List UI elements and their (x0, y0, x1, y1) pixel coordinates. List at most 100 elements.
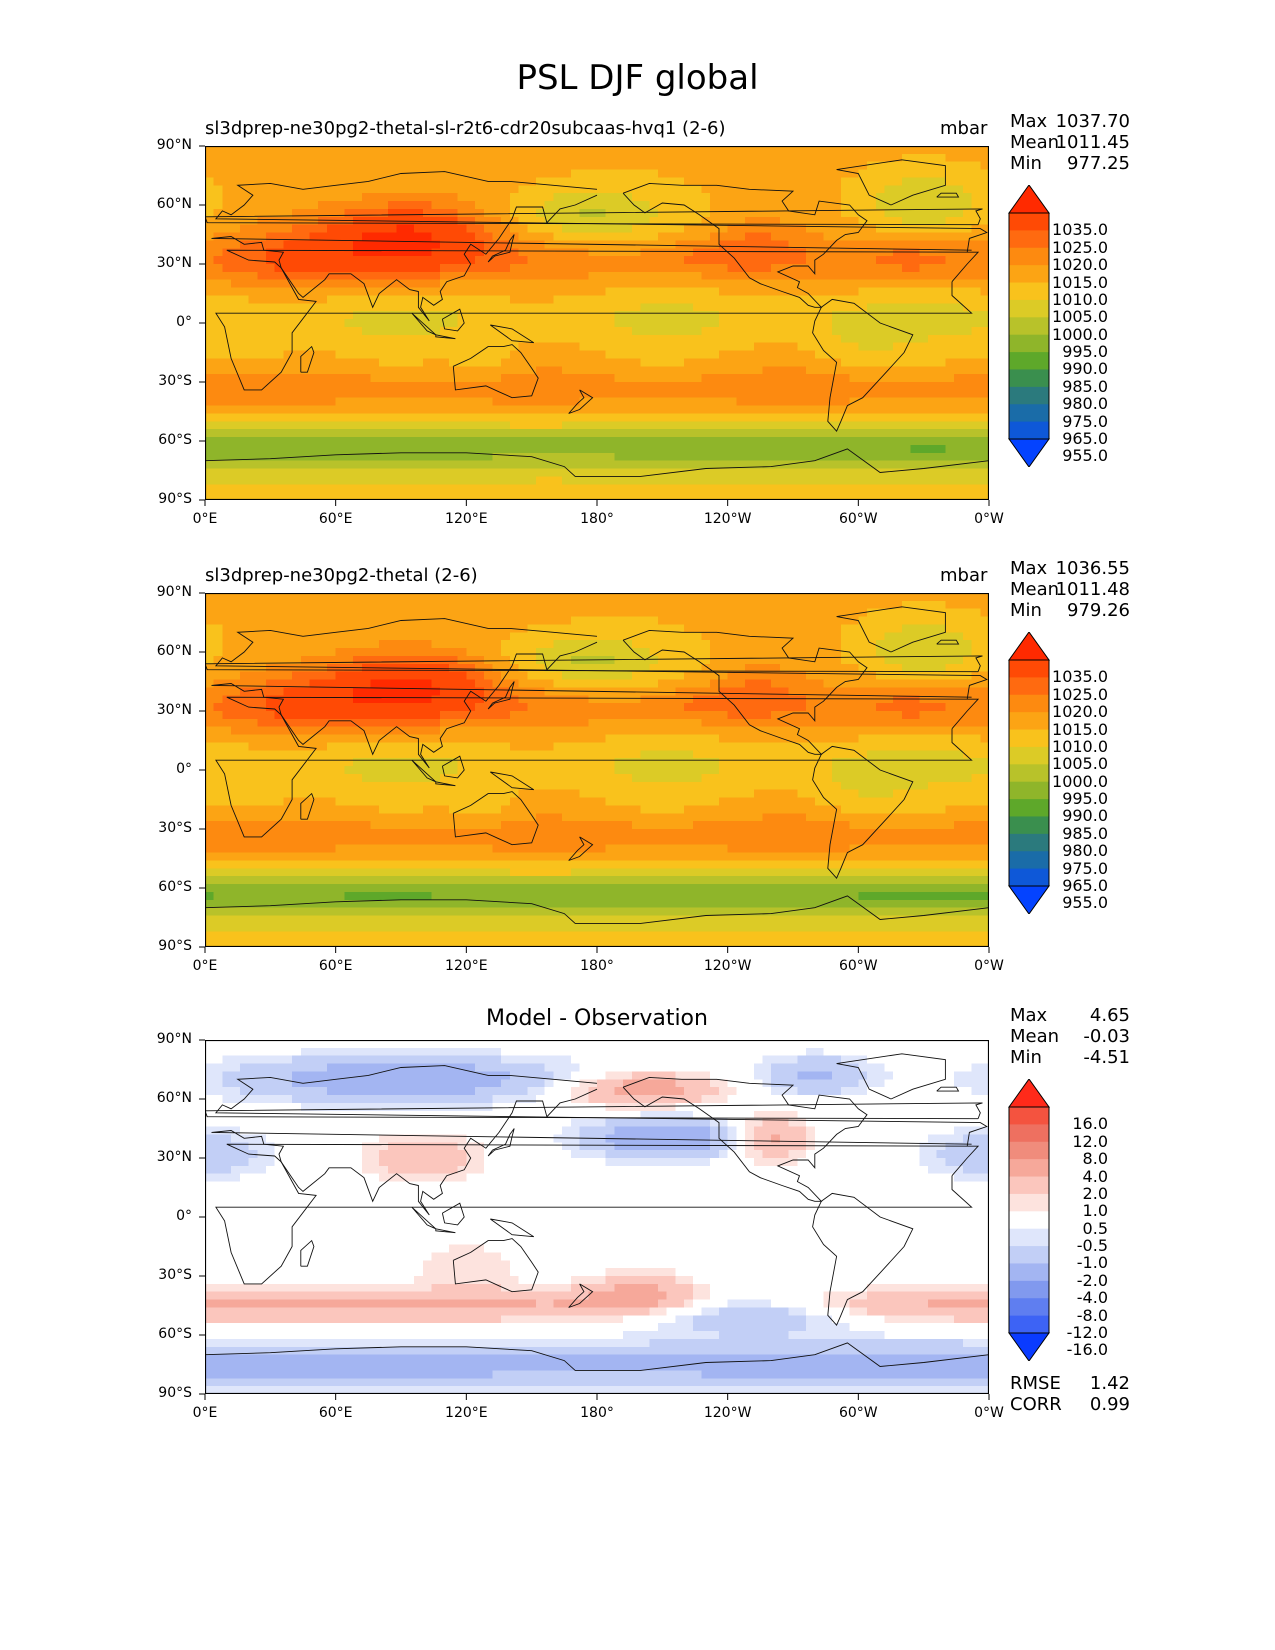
field-cell (640, 468, 650, 477)
field-cell (257, 311, 267, 320)
field-cell (901, 608, 912, 618)
field-cell (710, 279, 720, 289)
field-cell (405, 632, 415, 641)
field-cell (684, 492, 694, 500)
field-cell (509, 608, 520, 618)
field-cell (344, 429, 354, 438)
field-cell (213, 397, 224, 407)
field-cell (797, 169, 807, 179)
field-cell (483, 600, 494, 610)
field-cell (544, 295, 555, 304)
field-cell (570, 429, 581, 438)
field-cell (675, 405, 685, 415)
field-cell (649, 287, 659, 297)
field-cell (231, 303, 241, 312)
field-cell (849, 655, 859, 665)
field-cell (588, 492, 598, 500)
field-cell (509, 484, 520, 493)
field-cell (745, 342, 755, 352)
field-cell (422, 593, 433, 602)
field-cell (597, 492, 607, 500)
field-cell (518, 201, 528, 210)
field-cell (718, 295, 729, 304)
field-cell (806, 319, 816, 328)
field-cell (806, 311, 816, 320)
field-cell (684, 624, 694, 633)
field-cell (936, 177, 947, 186)
field-cell (475, 358, 485, 367)
field-cell (692, 397, 703, 407)
field-cell (657, 600, 668, 610)
field-cell (893, 279, 903, 289)
field-cell (370, 287, 380, 297)
field-cell (231, 342, 241, 352)
field-cell (387, 374, 398, 383)
field-cell (431, 374, 441, 383)
field-cell (936, 624, 947, 633)
field-cell (466, 616, 476, 626)
field-cell (579, 600, 589, 610)
field-cell (544, 663, 555, 673)
field-cell (901, 193, 912, 202)
field-cell (483, 405, 494, 415)
field-cell (466, 484, 476, 493)
field-cell (753, 271, 764, 281)
field-cell (945, 382, 955, 391)
field-cell (527, 616, 537, 626)
field-cell (823, 608, 833, 618)
field-cell (640, 405, 650, 415)
field-cell (936, 161, 947, 171)
field-cell (718, 389, 729, 399)
field-cell (457, 492, 467, 500)
field-cell (379, 295, 389, 304)
field-cell (858, 248, 868, 257)
field-cell (875, 437, 886, 446)
field-cell (971, 279, 981, 289)
field-cell (875, 146, 886, 155)
field-cell (466, 326, 476, 336)
field-cell (248, 624, 258, 633)
field-cell (771, 492, 781, 500)
field-cell (692, 632, 703, 641)
field-cell (292, 146, 302, 155)
field-cell (283, 632, 293, 641)
field-cell (422, 624, 433, 633)
field-cell (884, 224, 894, 234)
field-cell (309, 295, 319, 304)
field-cell (779, 358, 790, 367)
field-cell (431, 421, 441, 430)
field-cell (806, 452, 816, 462)
field-cell (867, 146, 877, 155)
field-cell (814, 193, 825, 202)
field-cell (901, 279, 912, 289)
field-cell (300, 476, 311, 485)
field-cell (657, 460, 668, 470)
field-cell (849, 146, 859, 155)
field-cell (745, 350, 755, 359)
field-cell (570, 624, 581, 633)
field-cell (980, 240, 989, 249)
field-cell (509, 185, 520, 194)
field-cell (457, 216, 467, 226)
field-cell (588, 248, 598, 257)
field-cell (213, 632, 224, 641)
field-cell (928, 593, 938, 602)
field-cell (379, 624, 389, 633)
field-cell (788, 153, 798, 163)
field-cell (335, 177, 345, 186)
field-cell (614, 405, 624, 415)
field-cell (579, 287, 589, 297)
field-cell (971, 624, 981, 633)
field-cell (518, 648, 528, 657)
field-cell (405, 444, 415, 454)
field-cell (597, 600, 607, 610)
field-cell (840, 492, 851, 500)
field-cell (431, 279, 441, 289)
field-cell (814, 640, 825, 649)
field-cell (901, 616, 912, 626)
field-cell (875, 476, 886, 485)
field-cell (771, 146, 781, 155)
field-cell (657, 256, 668, 265)
field-cell (483, 437, 494, 446)
field-cell (736, 405, 746, 415)
